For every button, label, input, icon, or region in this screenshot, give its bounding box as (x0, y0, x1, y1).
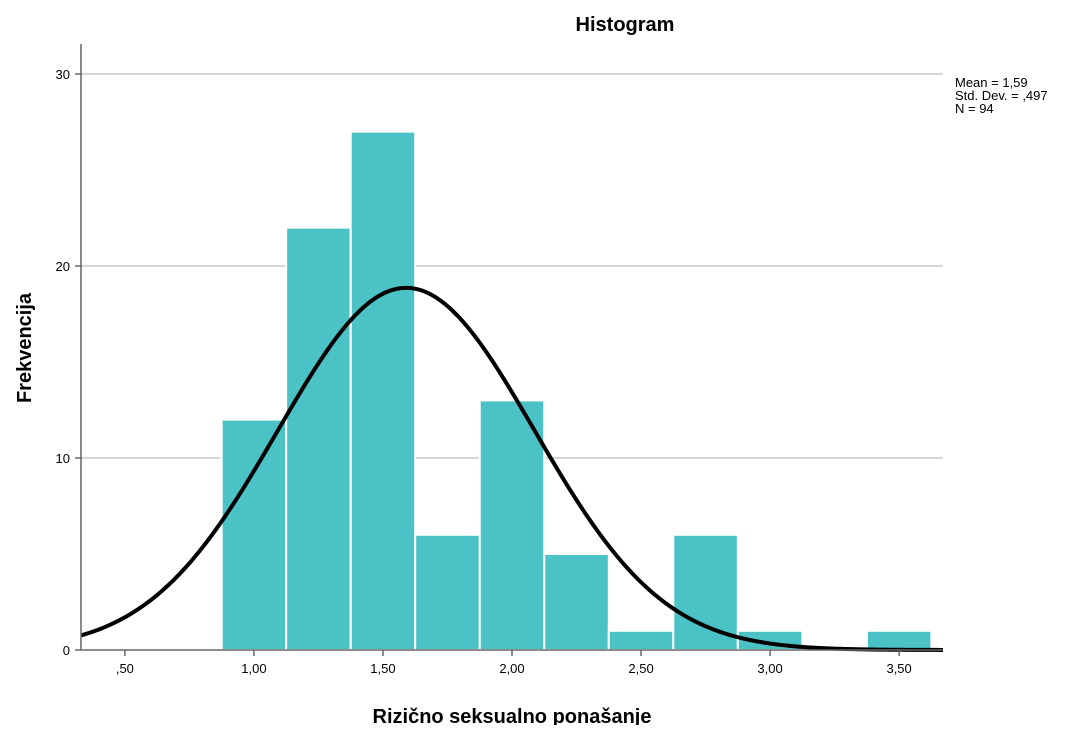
stats-std-dev: Std. Dev. = ,497 (955, 88, 1048, 103)
stats-mean: Mean = 1,59 (955, 75, 1028, 90)
normal-curve-layer (80, 285, 943, 652)
x-axis-title: Rizično seksualno ponašanje (373, 706, 652, 725)
y-tick-label: 10 (56, 451, 70, 466)
normal-curve (80, 285, 943, 652)
histogram-bar (220, 418, 288, 651)
y-axis-title: Frekvencija (14, 292, 36, 403)
bars (220, 130, 933, 652)
histogram-bar (285, 226, 352, 651)
x-tick-label: 1,50 (370, 661, 395, 676)
stats-n: N = 94 (955, 101, 994, 116)
x-tick-labels: ,50 1,00 1,50 2,00 2,50 3,00 3,50 (116, 650, 912, 676)
histogram-bar (607, 629, 675, 651)
stats-box: Mean = 1,59 Std. Dev. = ,497 N = 94 (955, 75, 1048, 116)
x-tick-label: 3,00 (757, 661, 782, 676)
y-tick-labels: 0 10 20 30 (56, 67, 81, 658)
x-tick-label: 2,50 (628, 661, 653, 676)
y-tick-label: 30 (56, 67, 70, 82)
x-tick-label: 1,00 (241, 661, 266, 676)
histogram-bar (543, 553, 610, 651)
y-tick-label: 0 (63, 643, 70, 658)
histogram-bar (478, 399, 546, 651)
x-tick-label: 3,50 (886, 661, 911, 676)
chart-title: Histogram (576, 14, 675, 36)
histogram-bar (672, 533, 739, 651)
x-tick-label: ,50 (116, 661, 134, 676)
histogram-bar (414, 533, 481, 651)
x-tick-label: 2,00 (499, 661, 524, 676)
histogram-bar (349, 130, 417, 652)
histogram-bar (865, 629, 933, 651)
y-tick-label: 20 (56, 259, 70, 274)
